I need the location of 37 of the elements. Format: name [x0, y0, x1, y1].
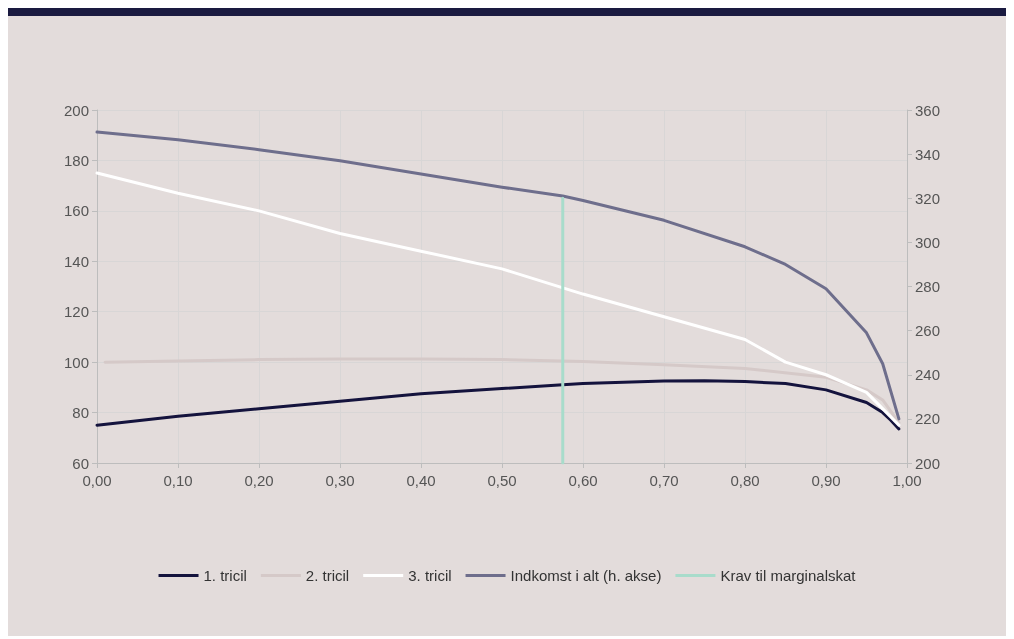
y-tick-label: 60	[72, 454, 89, 472]
y-tick-label: 200	[63, 101, 89, 119]
x-tick-label: 0,80	[730, 472, 760, 489]
y2-tick-label: 360	[915, 101, 941, 119]
legend-label: 3. tricil	[408, 567, 452, 584]
y-tick-label: 180	[63, 151, 89, 169]
x-tick-label: 0,90	[811, 472, 841, 489]
x-tick-label: 0,60	[568, 472, 598, 489]
line-series	[95, 379, 901, 431]
y2-tick-label: 200	[915, 454, 941, 472]
x-tick-label: 0,50	[487, 472, 517, 489]
y-tick-label: 120	[63, 303, 89, 321]
x-tick-label: 0,00	[82, 472, 112, 489]
y-tick-label: 80	[72, 404, 89, 422]
y2-tick-label: 280	[915, 278, 941, 295]
line-series	[95, 171, 901, 427]
line-series	[95, 130, 901, 421]
x-tick-label: 0,40	[406, 472, 436, 489]
x-tick-label: 0,20	[244, 472, 274, 489]
y-tick-label: 100	[63, 353, 89, 371]
legend-label: 2. tricil	[305, 567, 350, 584]
y2-tick-label: 340	[915, 145, 941, 163]
legend-label: Krav til marginalskat	[720, 567, 857, 584]
y2-tick-label: 320	[915, 189, 941, 207]
x-tick-label: 1,00	[892, 472, 922, 489]
y2-tick-label: 220	[915, 410, 941, 428]
x-tick-label: 0,30	[325, 472, 355, 489]
y2-tick-label: 260	[915, 322, 941, 340]
x-tick-label: 0,10	[163, 472, 193, 489]
line-series	[103, 357, 901, 425]
legend-label: Indkomst i alt (h. akse)	[510, 567, 662, 584]
y2-tick-label: 300	[915, 233, 941, 251]
y-tick-label: 160	[63, 202, 89, 220]
y-tick-label: 140	[63, 252, 89, 270]
legend-label: 1. tricil	[203, 567, 247, 584]
x-tick-label: 0,70	[649, 472, 679, 489]
y2-tick-label: 240	[915, 366, 941, 384]
